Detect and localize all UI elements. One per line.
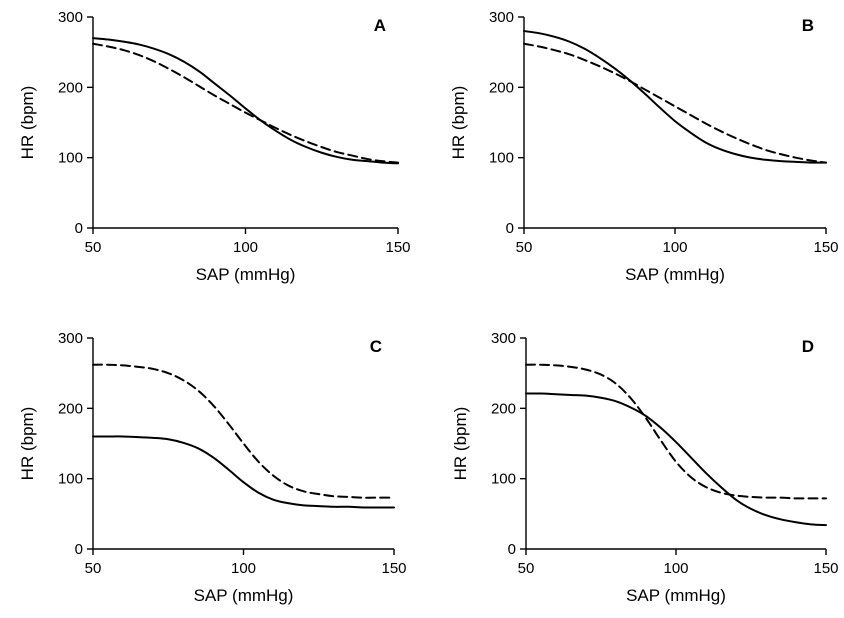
panel-b: 0 100 200 300 50 100 150 SAP (mmHg) HR (bpm) B — [449, 9, 839, 284]
x-axis-title: SAP (mmHg) — [196, 265, 296, 284]
x-tick-label: 50 — [85, 560, 102, 577]
x-tick-label: 150 — [381, 560, 406, 577]
panel-d: 0 100 200 300 50 100 150 SAP (mmHg) HR (bpm) D — [451, 330, 839, 605]
y-axis-title: HR (bpm) — [18, 86, 37, 160]
x-tick-label: 150 — [813, 560, 838, 577]
panel-c: 0 100 200 300 50 100 150 SAP (mmHg) HR (bpm) C — [18, 330, 407, 605]
y-axis-title: HR (bpm) — [449, 86, 468, 160]
y-tick-label: 200 — [491, 400, 516, 417]
x-axis-title: SAP (mmHg) — [626, 586, 726, 605]
y-tick-label: 0 — [506, 220, 514, 237]
x-tick-label: 50 — [85, 239, 102, 256]
solid-curve — [92, 435, 395, 509]
y-tick-label: 100 — [491, 471, 516, 488]
y-tick-label: 0 — [75, 541, 83, 558]
y-tick-label: 100 — [489, 150, 514, 167]
x-tick-label: 50 — [516, 239, 533, 256]
solid-curve — [523, 30, 827, 164]
y-axis-title: HR (bpm) — [451, 407, 470, 481]
y-tick-label: 100 — [58, 150, 83, 167]
x-tick-label: 100 — [231, 560, 256, 577]
panel-letter: A — [374, 16, 386, 35]
y-tick-label: 200 — [58, 400, 83, 417]
solid-curve — [525, 392, 827, 527]
x-tick-label: 100 — [663, 560, 688, 577]
panel-letter: D — [802, 337, 814, 356]
panel-a: 0 100 200 300 50 100 150 SAP (mmHg) HR (bpm) A — [18, 9, 411, 284]
x-tick-label: 150 — [385, 239, 410, 256]
x-axis-title: SAP (mmHg) — [194, 586, 294, 605]
dashed-curve — [92, 363, 395, 499]
solid-curve — [92, 37, 399, 165]
y-tick-label: 300 — [489, 9, 514, 26]
y-tick-label: 300 — [58, 9, 83, 26]
x-tick-label: 100 — [662, 239, 687, 256]
dashed-curve — [92, 42, 399, 164]
y-tick-label: 300 — [58, 330, 83, 347]
x-tick-label: 150 — [813, 239, 838, 256]
y-axis-title: HR (bpm) — [18, 407, 37, 481]
y-tick-label: 0 — [75, 220, 83, 237]
dashed-curve — [525, 363, 827, 500]
panel-letter: B — [802, 16, 814, 35]
y-tick-label: 200 — [58, 79, 83, 96]
y-tick-label: 100 — [58, 471, 83, 488]
x-tick-label: 100 — [233, 239, 258, 256]
x-tick-label: 50 — [518, 560, 535, 577]
panel-letter: C — [370, 337, 382, 356]
dashed-curve — [523, 42, 827, 164]
y-tick-label: 300 — [491, 330, 516, 347]
y-tick-label: 200 — [489, 79, 514, 96]
x-axis-title: SAP (mmHg) — [625, 265, 725, 284]
y-tick-label: 0 — [508, 541, 516, 558]
